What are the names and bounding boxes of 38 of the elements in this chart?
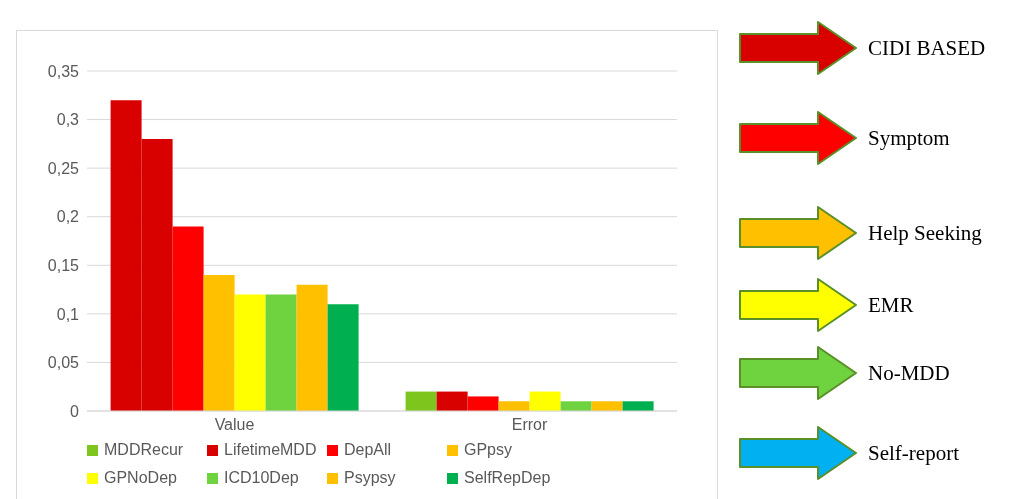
bar [327,304,359,411]
y-tick-label: 0,25 [47,159,80,177]
x-tick-label: Value [214,416,255,434]
legend-label: ICD10Dep [224,469,299,487]
legend-label: GPpsy [464,441,513,459]
legend-label: GPNoDep [104,469,177,487]
text: EMR [868,292,914,318]
text: Symptom [868,125,950,151]
text: Help Seeking [868,220,982,246]
text: Self-report [868,440,959,466]
bar [467,396,499,411]
bar [296,284,328,411]
text: CIDI BASED [868,35,986,61]
y-tick-label: 0,35 [47,62,80,80]
bar [560,401,592,411]
bar [265,294,297,411]
bar [405,391,437,411]
y-tick-label: 0,05 [47,354,80,372]
legend-label: Psypsy [344,469,396,487]
bar [172,226,204,411]
legend-label: SelfRepDep [464,469,551,487]
text: No-MDD [868,360,950,386]
bar [591,401,623,411]
bar [529,391,561,411]
y-tick-label: 0,3 [56,111,80,129]
legend-label: DepAll [344,441,392,459]
y-tick-label: 0 [70,402,80,420]
y-tick-label: 0,2 [56,208,80,226]
bar [436,391,468,411]
legend-label: LifetimeMDD [224,441,317,459]
bar [498,401,530,411]
y-tick-label: 0,15 [47,256,80,274]
legend-label: MDDRecur [104,441,184,459]
x-tick-label: Error [511,416,548,434]
bar [622,401,654,411]
bar [234,294,266,411]
y-tick-label: 0,1 [56,305,80,323]
bar [203,275,235,411]
